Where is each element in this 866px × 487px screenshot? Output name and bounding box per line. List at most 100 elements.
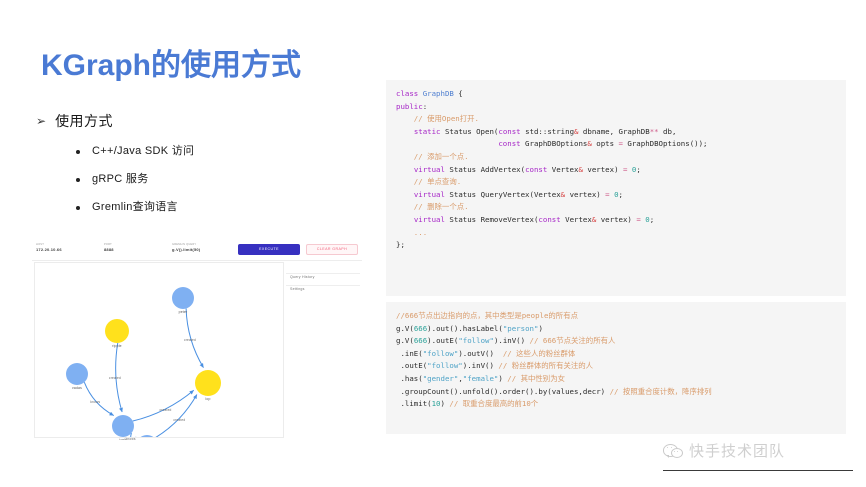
query-field[interactable]: GREMLIN QUERY g.V().limit(50): [172, 243, 200, 253]
list-item: gRPC 服务: [76, 173, 356, 185]
code-token: virtual: [413, 164, 445, 174]
graph-edge-label: created: [173, 417, 186, 422]
graph-node-label: vadas: [71, 386, 83, 390]
code-token: **: [649, 126, 659, 136]
code-line: .has("gender","female") // 其中性别为女: [396, 373, 836, 386]
dot-bullet-icon: [76, 206, 80, 210]
graph-explorer-screenshot: HOST 172.20.10.66 PORT 8888 GREMLIN QUER…: [32, 240, 362, 440]
sidebar-item-label: Settings: [290, 287, 305, 291]
graph-canvas[interactable]: created created knows created knows created pe…: [34, 262, 284, 440]
graph-node-label: lop: [205, 397, 211, 401]
code-line: .groupCount().unfold().order().by(values…: [396, 386, 836, 399]
code-line: // 添加一个点.: [396, 151, 836, 164]
query-field-value: g.V().limit(50): [172, 247, 201, 252]
explorer-sidebar: Query History Settings: [286, 262, 360, 438]
code-token: =: [636, 214, 641, 224]
graph-node[interactable]: [136, 435, 158, 440]
code-token: ): [498, 373, 508, 383]
code-line: // 使用Open打开.: [396, 113, 836, 126]
page-title-en: KGraph: [41, 49, 152, 82]
execute-button-label: EXECUTE: [259, 247, 279, 251]
sidebar-item-settings[interactable]: Settings: [286, 274, 360, 291]
sidebar-item-query-history[interactable]: Query History: [286, 262, 360, 279]
code-line: static Status Open(const std::string& db…: [396, 126, 836, 139]
graph-node[interactable]: [172, 287, 194, 309]
code-token: virtual: [413, 214, 445, 224]
code-token: .outE(: [396, 361, 428, 371]
code-line: g.V(666).outE("follow").inV() // 666节点关注…: [396, 335, 836, 348]
clear-graph-button-label: CLEAR GRAPH: [316, 247, 348, 251]
clear-graph-button[interactable]: CLEAR GRAPH: [306, 244, 358, 255]
wechat-icon: [663, 443, 683, 458]
code-token: const: [525, 164, 548, 174]
code-token: .groupCount().unfold().order().by(values…: [396, 386, 610, 396]
code-token: "gender": [422, 373, 459, 383]
graph-node[interactable]: [66, 363, 88, 385]
code-token: virtual: [413, 189, 445, 199]
code-token: Vertex: [547, 164, 579, 174]
dot-bullet-icon: [76, 150, 80, 154]
watermark-text: 快手技术团队: [689, 443, 786, 460]
code-token: Status RemoveVertex(: [444, 214, 539, 224]
host-field[interactable]: HOST 172.20.10.66: [36, 243, 62, 253]
execute-button[interactable]: EXECUTE: [238, 244, 300, 255]
graph-node[interactable]: [112, 415, 134, 437]
code-token: // 取重合度最高的前10个: [449, 399, 539, 409]
code-line: //666节点出边指向的点，其中类型是people的所有点: [396, 310, 836, 323]
code-token: &: [560, 189, 566, 199]
code-token: "female": [462, 373, 499, 383]
code-token: g.V(: [396, 336, 414, 346]
code-line: .inE("follow").outV() // 这些人的粉丝群体: [396, 348, 836, 361]
code-token: [396, 165, 414, 174]
page-title-cn: 的使用方式: [151, 49, 302, 82]
code-token: 0: [645, 214, 650, 224]
graph-node[interactable]: [105, 319, 129, 343]
code-line: virtual Status QueryVertex(Vertex& verte…: [396, 189, 836, 202]
port-field-value: 8888: [104, 247, 114, 252]
code-line: };: [396, 239, 836, 252]
bullet-level1: ➢ 使用方式: [36, 112, 356, 131]
graph-edge: [132, 389, 195, 422]
dot-bullet-icon: [76, 178, 80, 182]
code-token: // 删除一个点.: [396, 202, 469, 212]
watermark: 快手技术团队: [663, 440, 785, 461]
code-token: // 单点查询.: [396, 177, 462, 187]
code-token: std::string: [520, 126, 575, 136]
graph-node-label: peter: [178, 310, 188, 314]
code-token: // 使用Open打开.: [396, 114, 479, 124]
graph-nodes: [66, 287, 221, 440]
code-token: opts: [591, 139, 619, 149]
graph-edge-label: knows: [90, 400, 101, 405]
code-token: [396, 127, 414, 136]
bullet-list: ➢ 使用方式 C++/Java SDK 访问 gRPC 服务 Gremlin查询…: [36, 112, 356, 229]
code-line: const GraphDBOptions& opts = GraphDBOpti…: [396, 138, 836, 151]
code-token: vertex): [596, 214, 637, 224]
port-field[interactable]: PORT 8888: [104, 243, 114, 253]
code-token: Status AddVertex(: [444, 164, 526, 174]
code-token: // 其中性别为女: [507, 373, 565, 383]
graph-edge-label: knows: [125, 436, 136, 440]
code-token: "follow": [427, 361, 463, 371]
graph-edge: [185, 308, 204, 368]
graph-node[interactable]: [195, 370, 221, 396]
code-token: public: [396, 101, 423, 111]
code-token: ;: [636, 164, 641, 174]
list-item: Gremlin查询语言: [76, 201, 356, 213]
code-token: ).outE(: [427, 336, 459, 346]
code-line: public:: [396, 101, 836, 114]
code-token: [396, 190, 414, 199]
bullet-level2-label: Gremlin查询语言: [92, 201, 178, 213]
code-token: =: [618, 139, 623, 149]
code-line: virtual Status RemoveVertex(const Vertex…: [396, 214, 836, 227]
code-token: 666: [413, 336, 428, 346]
code-token: GraphDBOptions: [520, 139, 588, 149]
graph-edge-label: created: [183, 337, 197, 342]
code-token: // 添加一个点.: [396, 151, 469, 161]
graph-svg: [66, 287, 221, 440]
code-token: :: [422, 101, 428, 111]
code-token: .has(: [396, 373, 423, 383]
host-field-label: HOST: [36, 243, 45, 246]
code-token: 0: [631, 164, 637, 174]
code-token: 666: [413, 323, 428, 333]
code-token: ;: [649, 214, 655, 224]
